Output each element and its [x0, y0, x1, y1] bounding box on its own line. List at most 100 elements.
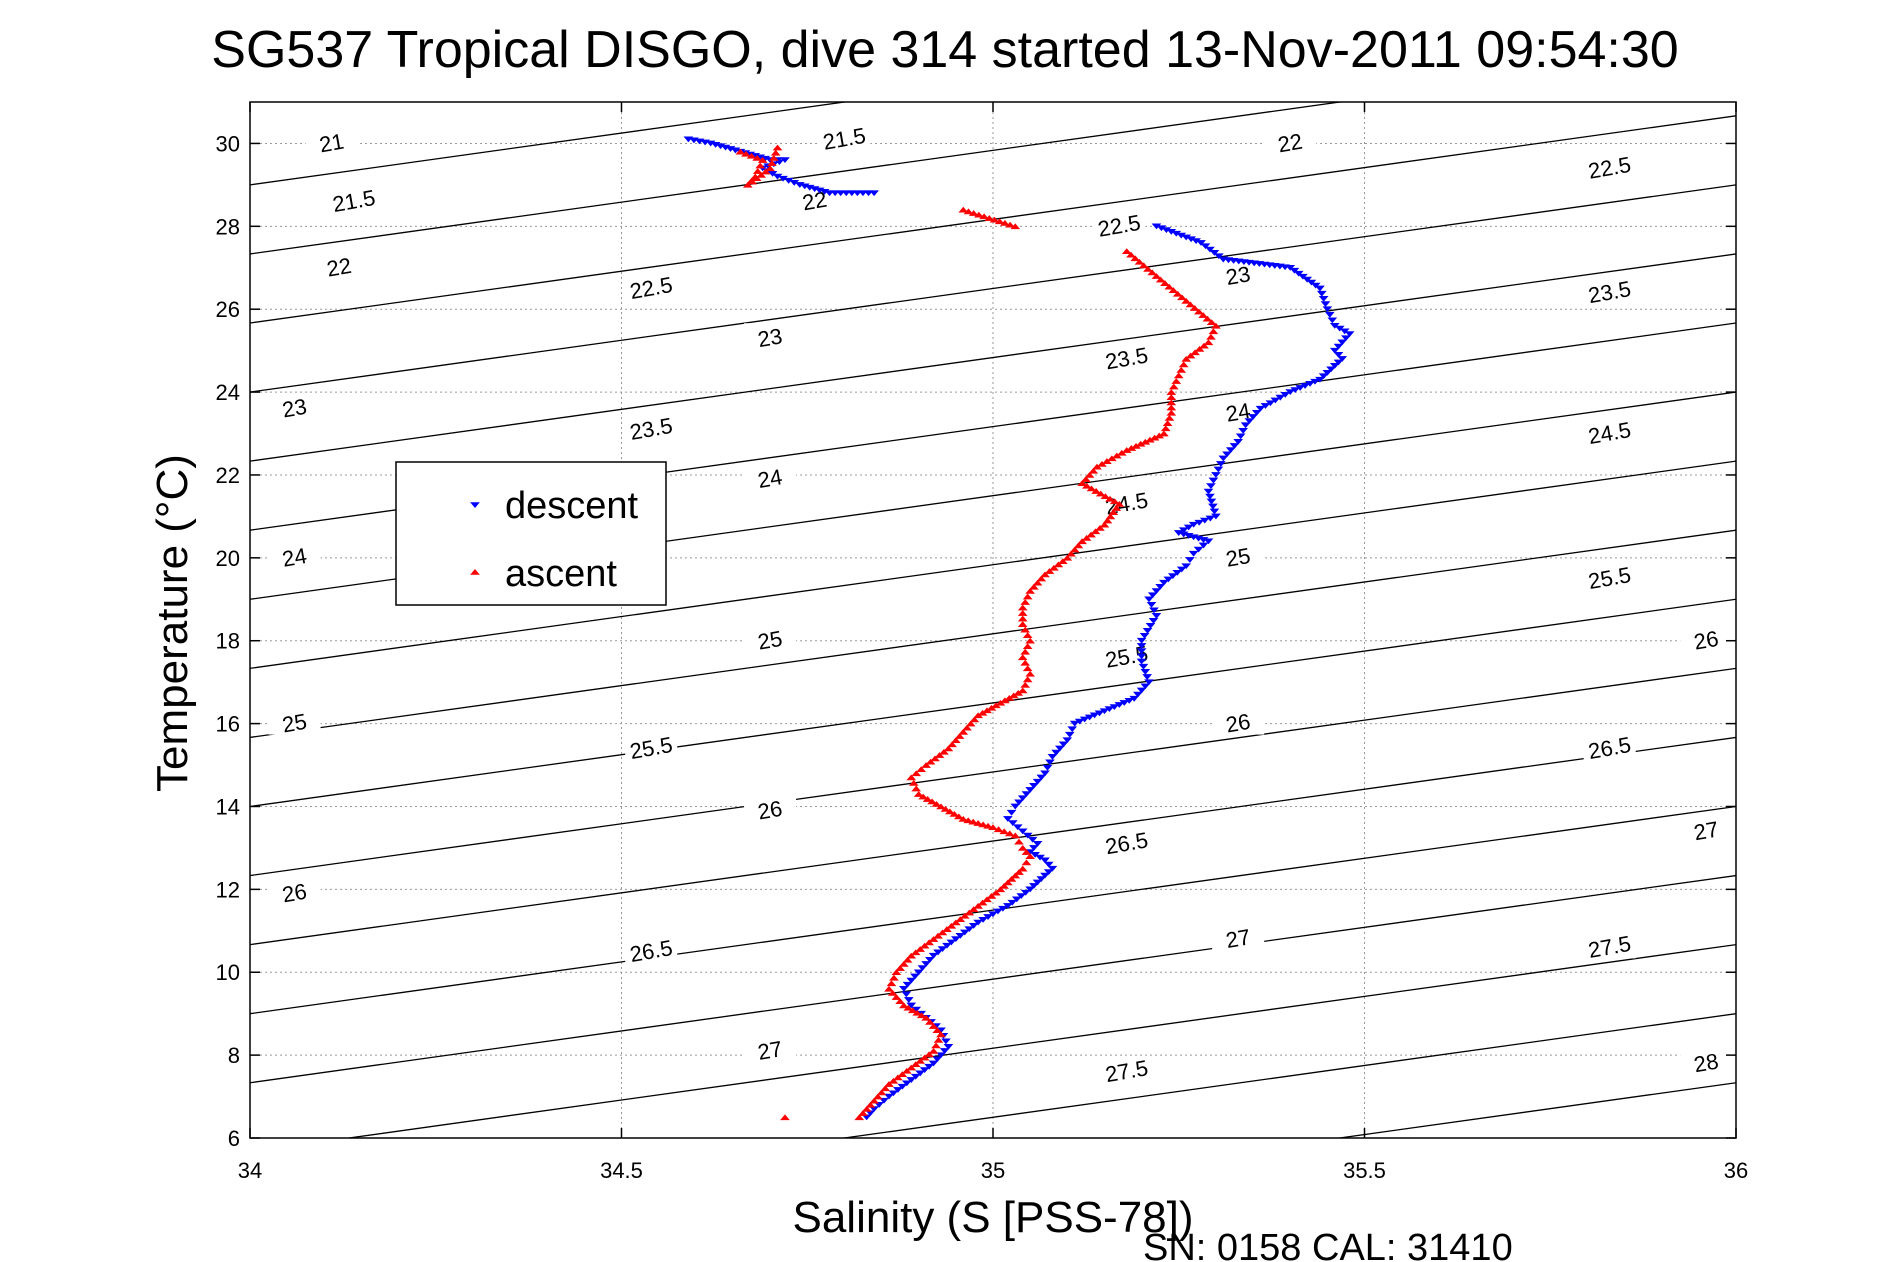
descent-point [1208, 503, 1218, 510]
descent-point [1203, 488, 1214, 495]
descent-point [1136, 687, 1147, 694]
ascent-point [1004, 830, 1015, 837]
contour-label-bg [744, 1035, 797, 1062]
ascent-point [1077, 480, 1088, 487]
isopycnal-label: 28 [1692, 1048, 1720, 1077]
descent-point [1047, 865, 1058, 872]
isopycnal-line [250, 667, 1736, 877]
isopycnal-label: 22 [325, 253, 353, 282]
ascent-point [1185, 352, 1196, 359]
ascent-point [986, 704, 997, 711]
ascent-point [1095, 525, 1105, 531]
ascent-point [1020, 681, 1031, 688]
ascent-point [1116, 449, 1127, 456]
ascent-point [1081, 482, 1092, 489]
descent-point [1067, 726, 1078, 733]
x-tick-label: 34 [238, 1158, 262, 1183]
ascent-point [915, 1057, 926, 1064]
ascent-point [752, 154, 762, 161]
ascent-point [889, 974, 899, 981]
ascent-point [1010, 872, 1021, 879]
ascent-point [1178, 361, 1189, 368]
ascent-point [1198, 312, 1209, 318]
ascent-point [893, 1074, 903, 1081]
ascent-point [953, 813, 964, 820]
ascent-point [1181, 297, 1192, 304]
ascent-point [1025, 670, 1035, 677]
ascent-point [1091, 488, 1101, 494]
ascent-point [993, 826, 1004, 833]
descent-point [1233, 439, 1244, 445]
descent-point [928, 952, 939, 959]
contour-label-bg [1583, 733, 1636, 760]
ascent-point [991, 889, 1001, 896]
descent-point [1029, 845, 1039, 851]
descent-point [884, 1093, 894, 1100]
ascent-point [906, 1064, 917, 1071]
descent-point [1025, 886, 1035, 893]
ascent-point [1066, 550, 1076, 557]
descent-point [910, 1073, 921, 1080]
descent-point [1327, 317, 1338, 324]
ascent-point [898, 960, 909, 967]
ascent-point [755, 162, 766, 169]
ascent-point [1203, 339, 1214, 346]
descent-point [1333, 359, 1344, 366]
y-tick-label: 14 [216, 794, 240, 819]
ascent-point [911, 785, 922, 792]
descent-point [1240, 422, 1251, 429]
ascent-point [1206, 319, 1217, 326]
ascent-point [1073, 542, 1084, 549]
ascent-point [922, 796, 933, 802]
descent-point [897, 1083, 908, 1090]
ascent-point [854, 1114, 865, 1121]
descent-point [1337, 339, 1348, 346]
data-points [683, 136, 1355, 1121]
ascent-point [982, 707, 992, 714]
descent-point [917, 965, 928, 972]
descent-point [1022, 832, 1033, 839]
ascent-point [931, 801, 942, 807]
descent-point [906, 1077, 917, 1083]
descent-point [1020, 889, 1031, 896]
ascent-point [1105, 495, 1115, 502]
descent-point [1193, 546, 1204, 553]
descent-point [888, 1090, 899, 1097]
ascent-point [913, 791, 924, 797]
ascent-point [1168, 287, 1179, 294]
contour-label-bg [1212, 708, 1265, 735]
ascent-point [973, 712, 983, 719]
descent-point [1149, 607, 1159, 614]
ascent-point [911, 770, 922, 777]
ascent-point [891, 994, 902, 1000]
ascent-point [1168, 383, 1179, 390]
descent-point [1205, 493, 1215, 500]
ascent-point [949, 810, 960, 817]
descent-point [939, 1048, 950, 1054]
contour-label-bg [268, 542, 321, 569]
contour-label-bg [744, 464, 797, 491]
ascent-point [995, 886, 1006, 893]
descent-point [1238, 427, 1248, 434]
contour-label-bg [1583, 418, 1636, 445]
plot-frame [250, 102, 1736, 1138]
ascent-point [958, 728, 969, 735]
ascent-point [1189, 305, 1200, 311]
descent-point [1032, 879, 1043, 886]
ascent-point [937, 929, 948, 936]
ascent-point [1173, 372, 1184, 379]
contour-label-bg [313, 252, 366, 279]
descent-point [1324, 311, 1335, 318]
ascent-point [933, 932, 943, 939]
descent-point [1040, 872, 1050, 879]
ascent-point [872, 1093, 883, 1100]
ascent-point [1164, 415, 1175, 421]
ascent-point [919, 942, 930, 949]
descent-point [1155, 584, 1166, 590]
ascent-point [915, 946, 926, 952]
ascent-point [1017, 654, 1028, 661]
ascent-point [1111, 452, 1122, 459]
ascent-point [1006, 876, 1017, 882]
descent-point [1218, 455, 1229, 462]
isopycnal-label: 24 [756, 464, 784, 493]
